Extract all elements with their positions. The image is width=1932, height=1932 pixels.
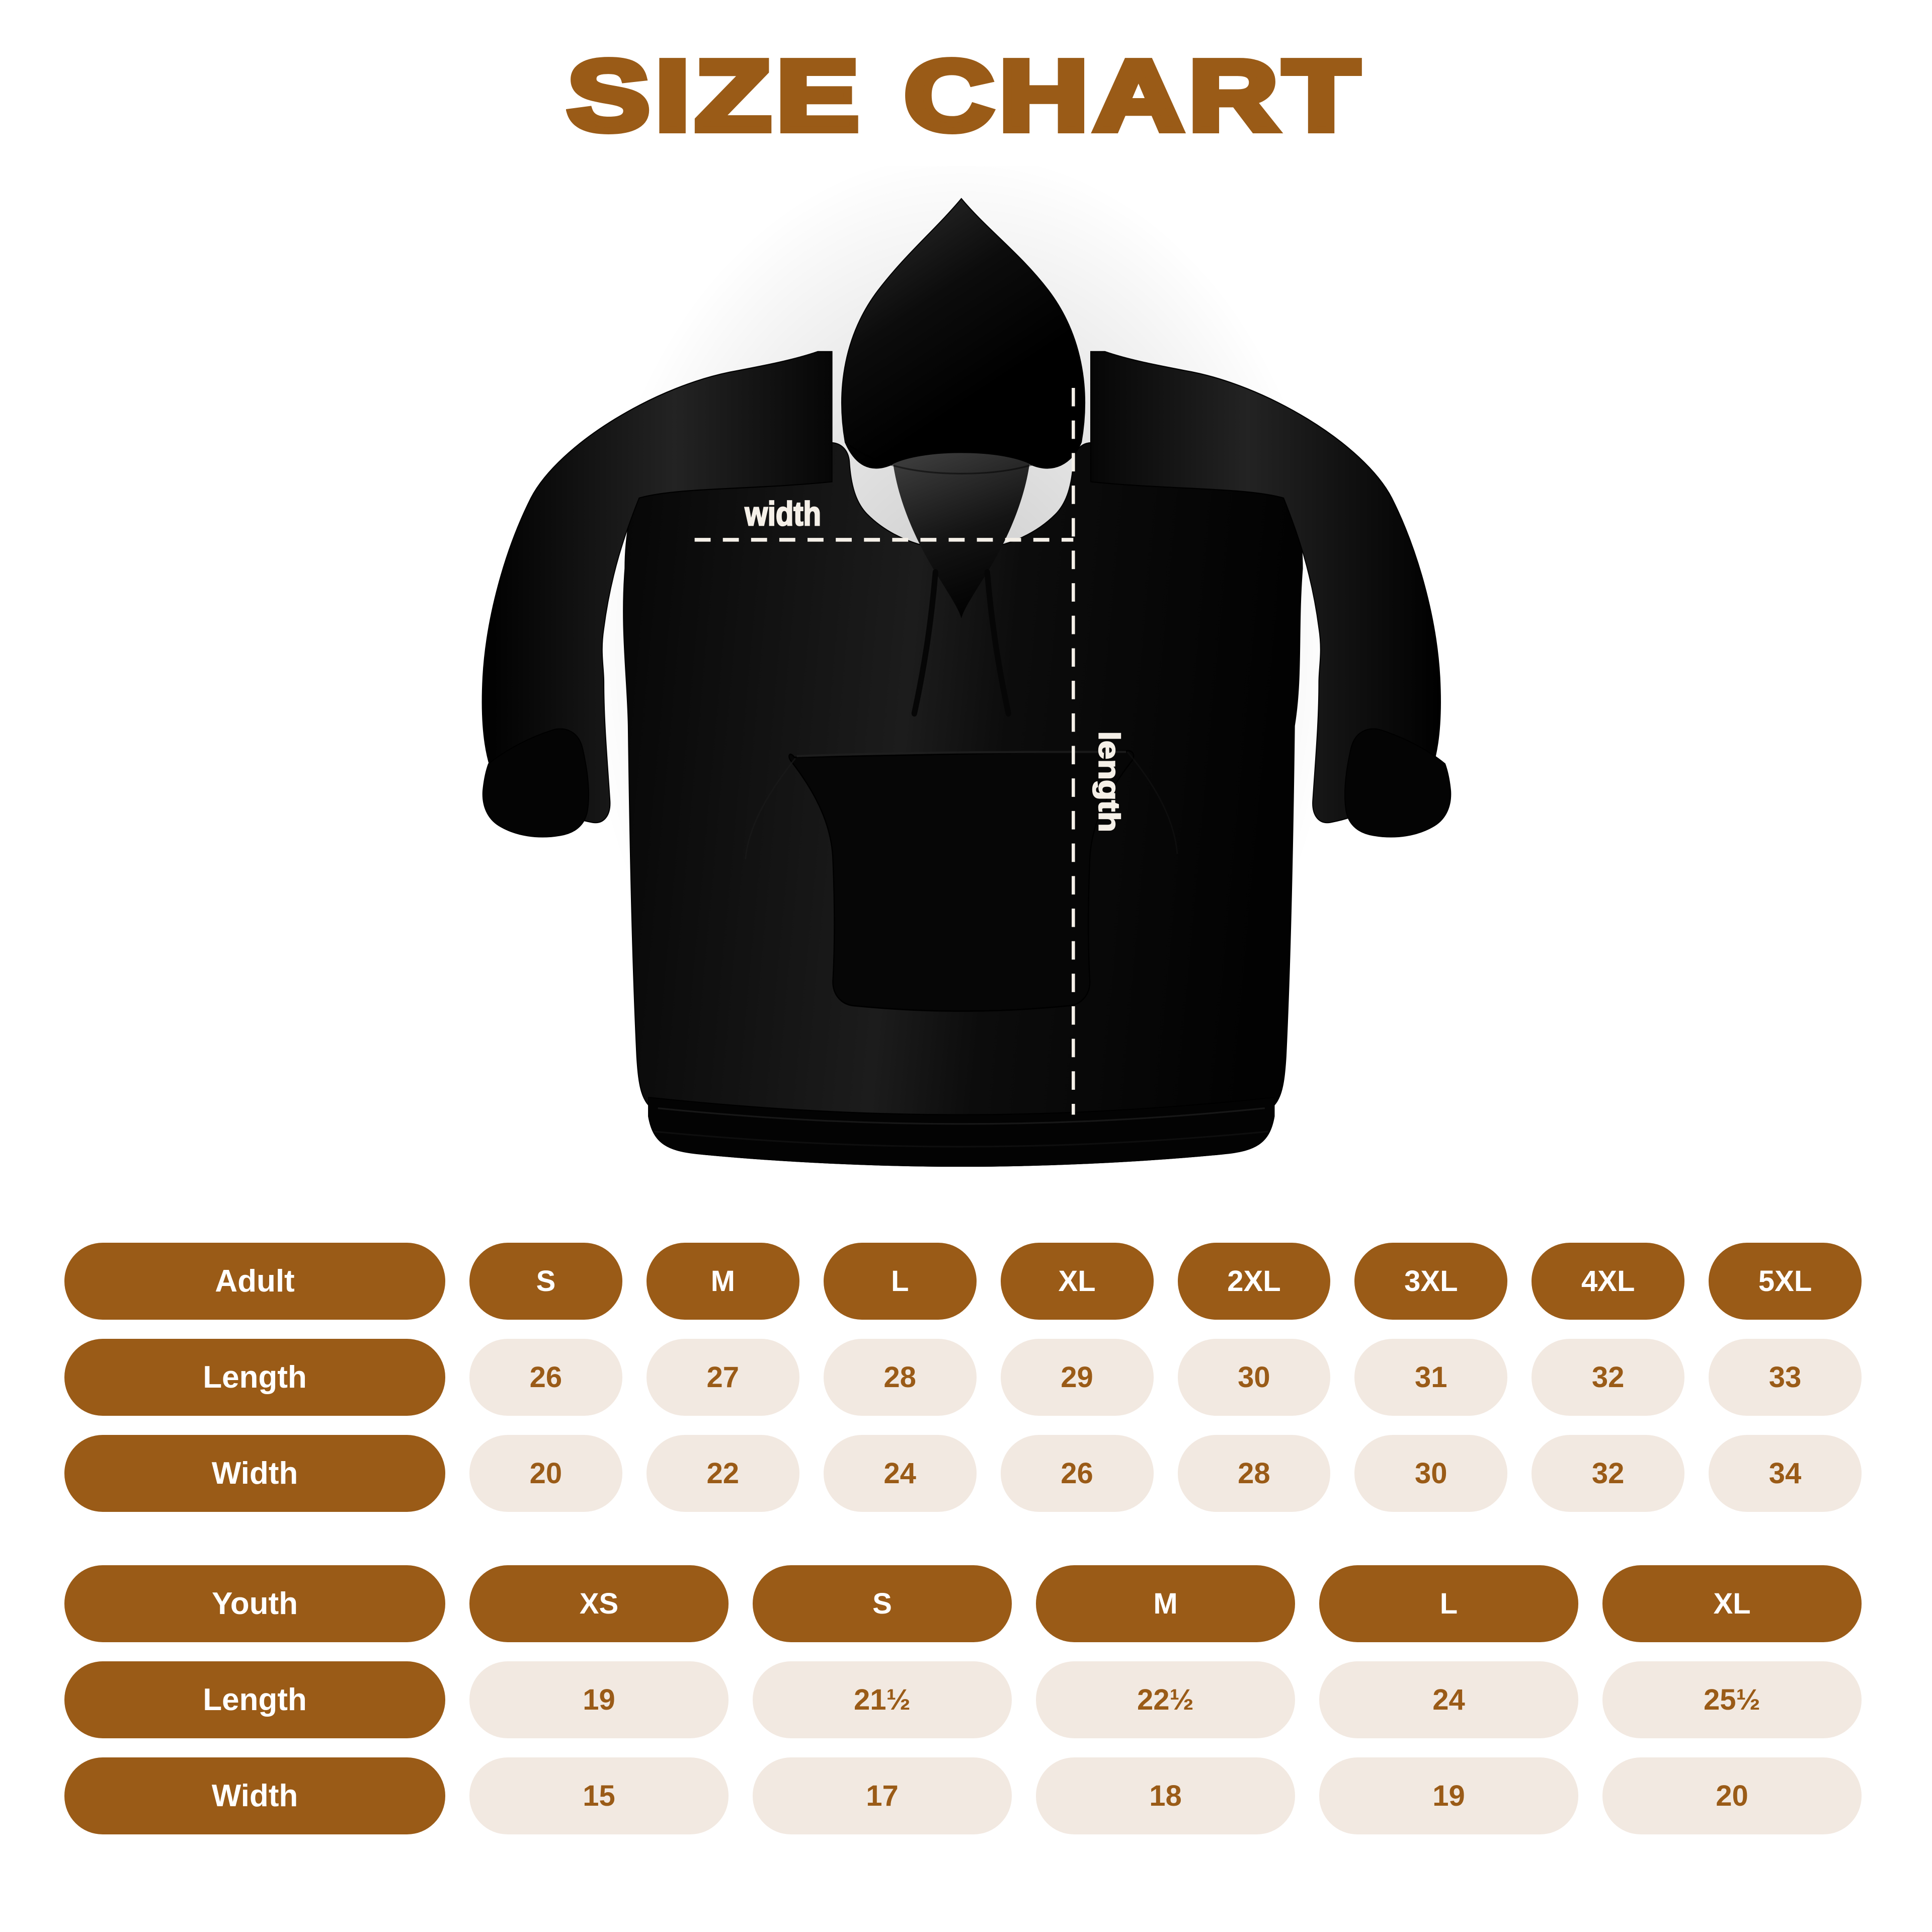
svg-text:length: length	[1093, 731, 1125, 832]
svg-text:width: width	[745, 495, 821, 533]
